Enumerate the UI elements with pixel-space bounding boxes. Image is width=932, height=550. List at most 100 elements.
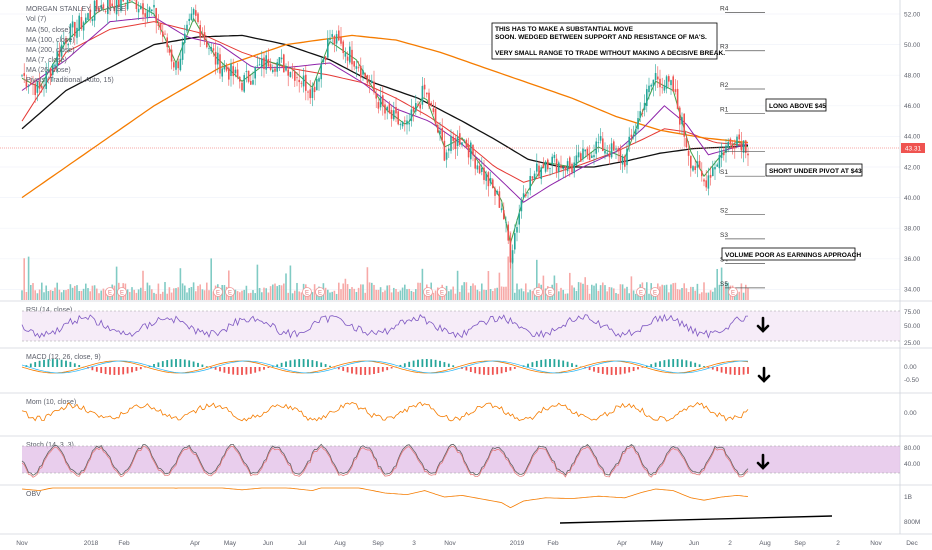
macd-hist-bar xyxy=(267,367,270,368)
volume-bar xyxy=(707,292,710,300)
macd-hist-bar xyxy=(390,367,393,369)
candles xyxy=(21,0,749,269)
macd-hist-bar xyxy=(258,367,261,372)
volume-bar xyxy=(93,285,96,300)
legend-pivots: Pivots (Traditional, Auto, 15) xyxy=(26,77,114,84)
candle-body xyxy=(624,156,626,167)
volume-bar xyxy=(360,284,362,300)
volume-bar xyxy=(518,289,520,300)
time-tick-label: 3 xyxy=(412,540,416,547)
price-tick-label: 52.00 xyxy=(904,11,921,18)
volume-bar xyxy=(496,287,498,300)
time-axis: Nov 2018 Feb Apr May Jun Jul Aug Sep 3 Nov 2019 Feb A… xyxy=(0,533,932,547)
candle-body xyxy=(45,71,47,90)
candle-body xyxy=(720,150,723,159)
candle-body xyxy=(476,165,479,170)
candle-body xyxy=(113,6,116,12)
earnings-marker-circle xyxy=(302,287,312,297)
candle-body xyxy=(311,88,314,98)
volume-bar xyxy=(129,291,131,300)
volume-bar xyxy=(261,292,263,300)
volume-bar xyxy=(98,293,100,300)
candle-body xyxy=(129,0,131,2)
volume-bar xyxy=(137,289,140,300)
macd-hist-bar xyxy=(588,367,591,371)
candle-body xyxy=(538,165,540,177)
volume-bar xyxy=(151,289,153,300)
earnings-marker-circle xyxy=(213,287,223,297)
volume-bar xyxy=(399,290,402,300)
volume-bar xyxy=(613,288,615,300)
candle-body xyxy=(142,3,144,15)
volume-bar xyxy=(371,282,373,300)
time-tick-label: Apr xyxy=(617,540,628,547)
candle-body xyxy=(250,80,252,85)
macd-hist-bar xyxy=(271,366,274,367)
macd-hist-bar xyxy=(676,359,679,367)
candle-body xyxy=(164,33,166,35)
volume-bar xyxy=(679,289,681,300)
candle-body xyxy=(122,0,124,2)
candle-body xyxy=(107,0,109,15)
volume-bar xyxy=(157,283,160,300)
candle-body xyxy=(36,81,39,93)
volume-bar xyxy=(555,283,558,300)
candle-body xyxy=(492,179,494,188)
macd-hist-bar xyxy=(205,366,208,367)
volume-bar xyxy=(309,292,311,300)
macd-hist-bar xyxy=(179,359,182,367)
candle-body xyxy=(481,167,483,172)
volume-bar xyxy=(608,287,611,300)
candle-body xyxy=(681,117,683,125)
candle-body xyxy=(173,62,175,68)
time-tick-label: 2 xyxy=(836,540,840,547)
candle-body xyxy=(316,79,318,91)
macd-hist-bar xyxy=(47,359,50,367)
macd-hist-bar xyxy=(254,367,257,373)
candle-body xyxy=(718,155,721,169)
volume-bar xyxy=(379,287,382,300)
candle-body xyxy=(252,80,254,85)
macd-hist-bar xyxy=(742,367,745,375)
note-main-line2: SOON. WEDGED BETWEEN SUPPORT AND RESISTA… xyxy=(495,34,707,41)
earnings-marker: E xyxy=(213,287,223,297)
note-main: THIS HAS TO MAKE A SUBSTANTIAL MOVE SOON… xyxy=(491,22,725,60)
volume-bar xyxy=(210,258,212,300)
candle-body xyxy=(170,49,173,62)
candle-body xyxy=(417,104,419,107)
volume-bar xyxy=(69,284,72,300)
volume-bar xyxy=(135,292,138,300)
candle-body xyxy=(672,76,674,92)
last-price-tag[interactable]: 43.31 xyxy=(901,143,925,153)
pivot-label: R3 xyxy=(720,44,729,51)
candle-body xyxy=(228,67,230,80)
macd-hist-bar xyxy=(183,359,186,367)
volume-bar xyxy=(27,256,30,300)
earnings-marker-label: E xyxy=(731,290,735,296)
candle-body xyxy=(285,66,287,71)
macd-hist-bar xyxy=(38,360,41,367)
earnings-marker-circle xyxy=(117,287,127,297)
volume-bar xyxy=(329,292,331,300)
volume-bar xyxy=(705,292,707,300)
candle-body xyxy=(575,155,578,166)
candle-body xyxy=(426,92,428,95)
volume-bar xyxy=(672,283,674,300)
volume-bar xyxy=(338,282,340,300)
volume-bar xyxy=(569,272,571,300)
candle-body xyxy=(274,68,276,72)
candle-body xyxy=(69,24,72,42)
candle-body xyxy=(736,136,738,147)
macd-hist-bar xyxy=(575,364,578,367)
macd-hist-bar xyxy=(659,361,661,367)
candle-body xyxy=(294,71,296,81)
candle-body xyxy=(243,75,245,92)
note-short-text: SHORT UNDER PIVOT AT $43 xyxy=(769,168,862,175)
candle-body xyxy=(562,167,564,170)
candle-body xyxy=(155,8,157,23)
candle-body xyxy=(676,88,679,109)
volume-bar xyxy=(170,292,173,300)
time-tick-label: May xyxy=(224,540,237,547)
time-tick-label: 2019 xyxy=(510,540,525,547)
